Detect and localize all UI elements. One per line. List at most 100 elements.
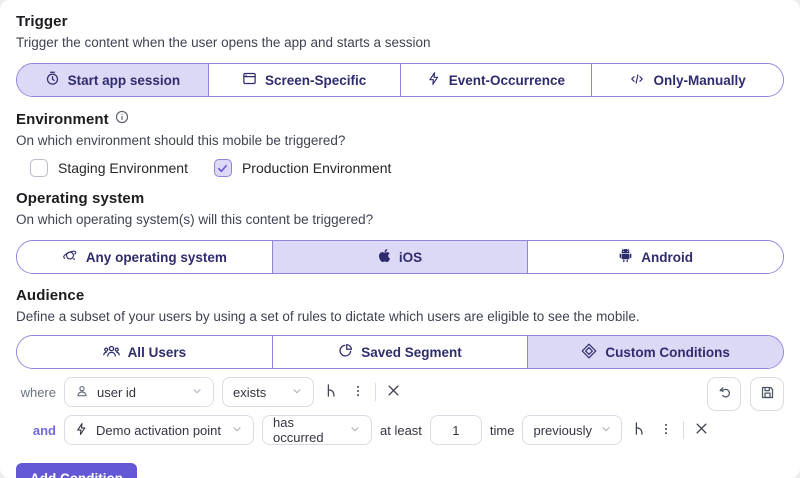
chevron-down-icon <box>231 423 243 438</box>
info-icon[interactable] <box>115 110 129 128</box>
trigger-option-label: Start app session <box>67 72 181 88</box>
save-icon <box>760 385 775 403</box>
more-options-button[interactable] <box>657 420 675 441</box>
more-options-button[interactable] <box>349 382 367 403</box>
nest-icon <box>324 383 339 401</box>
event-select-value: Demo activation point <box>96 422 222 438</box>
checkbox-label: Production Environment <box>241 160 392 176</box>
at-least-label: at least <box>380 422 422 438</box>
checkbox-staging-environment[interactable]: Staging Environment <box>30 159 188 177</box>
trigger-type-control: Start app session Screen-Specific Event-… <box>16 63 784 97</box>
kebab-icon <box>659 422 673 439</box>
pie-icon <box>338 343 353 361</box>
environment-title: Environment <box>16 110 784 128</box>
divider <box>375 383 376 401</box>
time-label: time <box>489 422 515 438</box>
trigger-option-label: Only-Manually <box>653 72 746 88</box>
trigger-section: Trigger Trigger the content when the use… <box>16 13 784 97</box>
audience-type-control: All Users Saved Segment <box>16 335 784 369</box>
os-option-ios[interactable]: iOS <box>271 241 528 273</box>
condition-connector: where <box>20 384 56 400</box>
os-option-any[interactable]: Any operating system <box>17 241 272 273</box>
operating-system-control: Any operating system iOS <box>16 240 784 274</box>
occurrence-select-value: has occurred <box>273 415 324 445</box>
trigger-option-label: Event-Occurrence <box>448 72 566 88</box>
audience-option-label: Saved Segment <box>361 344 462 360</box>
checkbox-unchecked-icon <box>30 159 48 177</box>
close-icon <box>386 383 401 401</box>
trigger-description: Trigger the content when the user opens … <box>16 35 431 50</box>
audience-option-custom-conditions[interactable]: Custom Conditions <box>527 336 783 368</box>
screen-icon <box>242 71 257 89</box>
android-icon <box>618 248 633 266</box>
chevron-down-icon <box>291 385 303 400</box>
environment-checkboxes: Staging Environment Production Environme… <box>16 159 784 177</box>
lightning-icon <box>75 422 88 439</box>
trigger-option-only-manually[interactable]: Only-Manually <box>591 64 783 96</box>
remove-condition-button[interactable] <box>384 381 403 403</box>
count-input[interactable] <box>429 415 482 445</box>
undo-icon <box>717 385 732 403</box>
audience-option-all-users[interactable]: All Users <box>17 336 272 368</box>
environment-description: On which environment should this mobile … <box>16 133 346 148</box>
undo-button[interactable] <box>707 377 741 411</box>
operator-select[interactable]: exists <box>222 377 314 407</box>
checkbox-production-environment[interactable]: Production Environment <box>213 159 392 177</box>
occurrence-select[interactable]: has occurred <box>262 415 372 445</box>
add-condition-button[interactable]: Add Condition <box>16 463 137 478</box>
trigger-title: Trigger <box>16 13 68 30</box>
environment-title-text: Environment <box>16 110 109 128</box>
audience-section: Audience Define a subset of your users b… <box>16 287 784 478</box>
trigger-option-start-app-session[interactable]: Start app session <box>17 64 208 96</box>
chevron-down-icon <box>600 423 612 438</box>
operating-system-title: Operating system <box>16 190 145 207</box>
trigger-option-label: Screen-Specific <box>264 72 367 88</box>
audience-option-label: All Users <box>127 344 187 360</box>
field-select-value: user id <box>97 384 137 400</box>
audience-option-label: Custom Conditions <box>605 344 730 360</box>
nest-condition-button[interactable] <box>322 381 341 403</box>
globe-icon <box>62 248 78 266</box>
divider <box>683 421 685 439</box>
os-option-label: Any operating system <box>85 249 227 265</box>
nest-condition-button[interactable] <box>630 419 649 441</box>
users-icon <box>102 344 120 361</box>
apple-icon <box>378 248 391 266</box>
close-icon <box>694 421 709 439</box>
condition-row: where user id exists <box>16 377 784 407</box>
condition-row: and Demo activation point has occurred <box>16 415 784 445</box>
code-icon <box>629 72 645 89</box>
operator-select-value: exists <box>233 384 267 400</box>
diamond-icon <box>581 343 597 362</box>
chevron-down-icon <box>191 385 203 400</box>
kebab-icon <box>351 384 365 401</box>
audience-description: Define a subset of your users by using a… <box>16 309 640 324</box>
operating-system-description: On which operating system(s) will this c… <box>16 212 374 227</box>
environment-section: Environment On which environment should … <box>16 110 784 177</box>
clock-icon <box>45 71 60 89</box>
save-button[interactable] <box>750 377 784 411</box>
field-select[interactable]: user id <box>64 377 214 407</box>
os-option-label: iOS <box>398 249 423 265</box>
timeframe-select[interactable]: previously <box>522 415 623 445</box>
trigger-option-screen-specific[interactable]: Screen-Specific <box>207 64 400 96</box>
user-icon <box>75 384 89 401</box>
operating-system-section: Operating system On which operating syst… <box>16 190 784 274</box>
chevron-down-icon <box>349 423 361 438</box>
checkbox-checked-icon <box>213 159 232 177</box>
condition-builder: where user id exists <box>16 377 784 478</box>
condition-connector: and <box>32 422 56 438</box>
nest-icon <box>632 421 647 439</box>
audience-option-saved-segment[interactable]: Saved Segment <box>271 336 528 368</box>
audience-title: Audience <box>16 287 85 304</box>
lightning-icon <box>427 71 441 89</box>
condition-corner-actions <box>707 377 784 411</box>
os-option-android[interactable]: Android <box>527 241 783 273</box>
timeframe-select-value: previously <box>533 422 593 438</box>
trigger-option-event-occurrence[interactable]: Event-Occurrence <box>399 64 592 96</box>
remove-condition-button[interactable] <box>692 419 711 441</box>
event-select[interactable]: Demo activation point <box>64 415 254 445</box>
os-option-label: Android <box>641 249 694 265</box>
checkbox-label: Staging Environment <box>58 160 188 176</box>
